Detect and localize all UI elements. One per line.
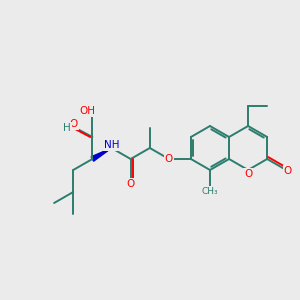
Text: O: O (165, 154, 173, 164)
Text: CH₃: CH₃ (202, 187, 218, 196)
Text: O: O (127, 179, 135, 189)
Text: O: O (284, 166, 292, 176)
Polygon shape (91, 148, 112, 161)
Text: O: O (70, 119, 78, 129)
Text: O: O (244, 169, 252, 179)
Text: OH: OH (80, 106, 95, 116)
Text: H: H (63, 123, 71, 133)
Text: NH: NH (104, 140, 119, 150)
